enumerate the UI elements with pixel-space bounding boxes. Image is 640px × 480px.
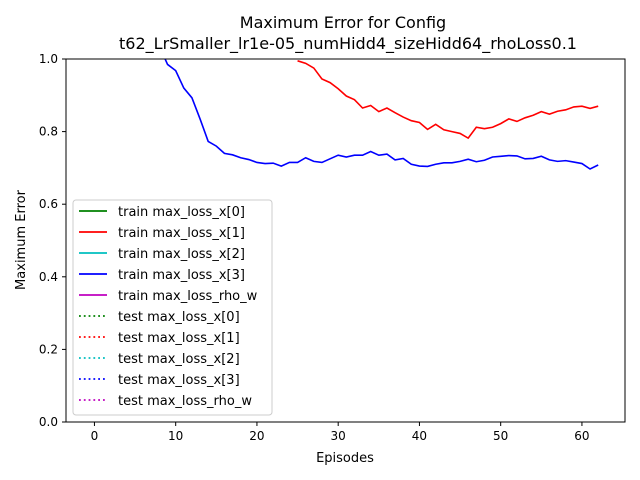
- legend-label-0: train max_loss_x[0]: [118, 205, 245, 220]
- x-tick-label-4: 40: [412, 429, 427, 443]
- plot-frame: [65, 58, 626, 423]
- x-tick-label-1: 10: [168, 429, 183, 443]
- x-tick-label-5: 50: [493, 429, 508, 443]
- x-tick-label-0: 0: [91, 429, 99, 443]
- y-tick-label-0: 0.0: [39, 415, 58, 429]
- y-tick-label-4: 0.8: [39, 125, 58, 139]
- legend-label-4: train max_loss_rho_w: [118, 289, 258, 304]
- x-tick-label-3: 30: [331, 429, 346, 443]
- series-line-1: [164, 59, 599, 170]
- legend-label-3: train max_loss_x[3]: [118, 268, 245, 283]
- y-tick-label-2: 0.4: [39, 270, 58, 284]
- x-axis: 0 10 20 30 40 50 60: [91, 422, 590, 443]
- x-tick-label-6: 60: [574, 429, 589, 443]
- legend-label-9: test max_loss_rho_w: [118, 394, 252, 409]
- x-axis-label: Episodes: [316, 451, 374, 466]
- legend-label-2: train max_loss_x[2]: [118, 247, 245, 262]
- legend-label-5: test max_loss_x[0]: [118, 310, 240, 325]
- y-tick-label-1: 0.2: [39, 342, 58, 356]
- series-line-0: [297, 60, 599, 140]
- y-axis: 0.0 0.2 0.4 0.6 0.8 1.0: [39, 52, 66, 429]
- y-tick-label-3: 0.6: [39, 197, 58, 211]
- legend-label-6: test max_loss_x[1]: [118, 331, 240, 346]
- x-tick-label-2: 20: [249, 429, 264, 443]
- legend-box: [72, 199, 273, 416]
- legend-label-7: test max_loss_x[2]: [118, 352, 240, 367]
- y-axis-label: Maximum Error: [14, 189, 29, 290]
- legend: train max_loss_x[0]train max_loss_x[1]tr…: [72, 199, 273, 416]
- plot-lines: [164, 59, 599, 170]
- y-tick-label-5: 1.0: [39, 52, 58, 66]
- legend-label-8: test max_loss_x[3]: [118, 373, 240, 388]
- chart-title-line1: Maximum Error for Config: [240, 13, 446, 32]
- legend-label-1: train max_loss_x[1]: [118, 226, 245, 241]
- chart-title-line2: t62_LrSmaller_lr1e-05_numHidd4_sizeHidd6…: [119, 34, 577, 54]
